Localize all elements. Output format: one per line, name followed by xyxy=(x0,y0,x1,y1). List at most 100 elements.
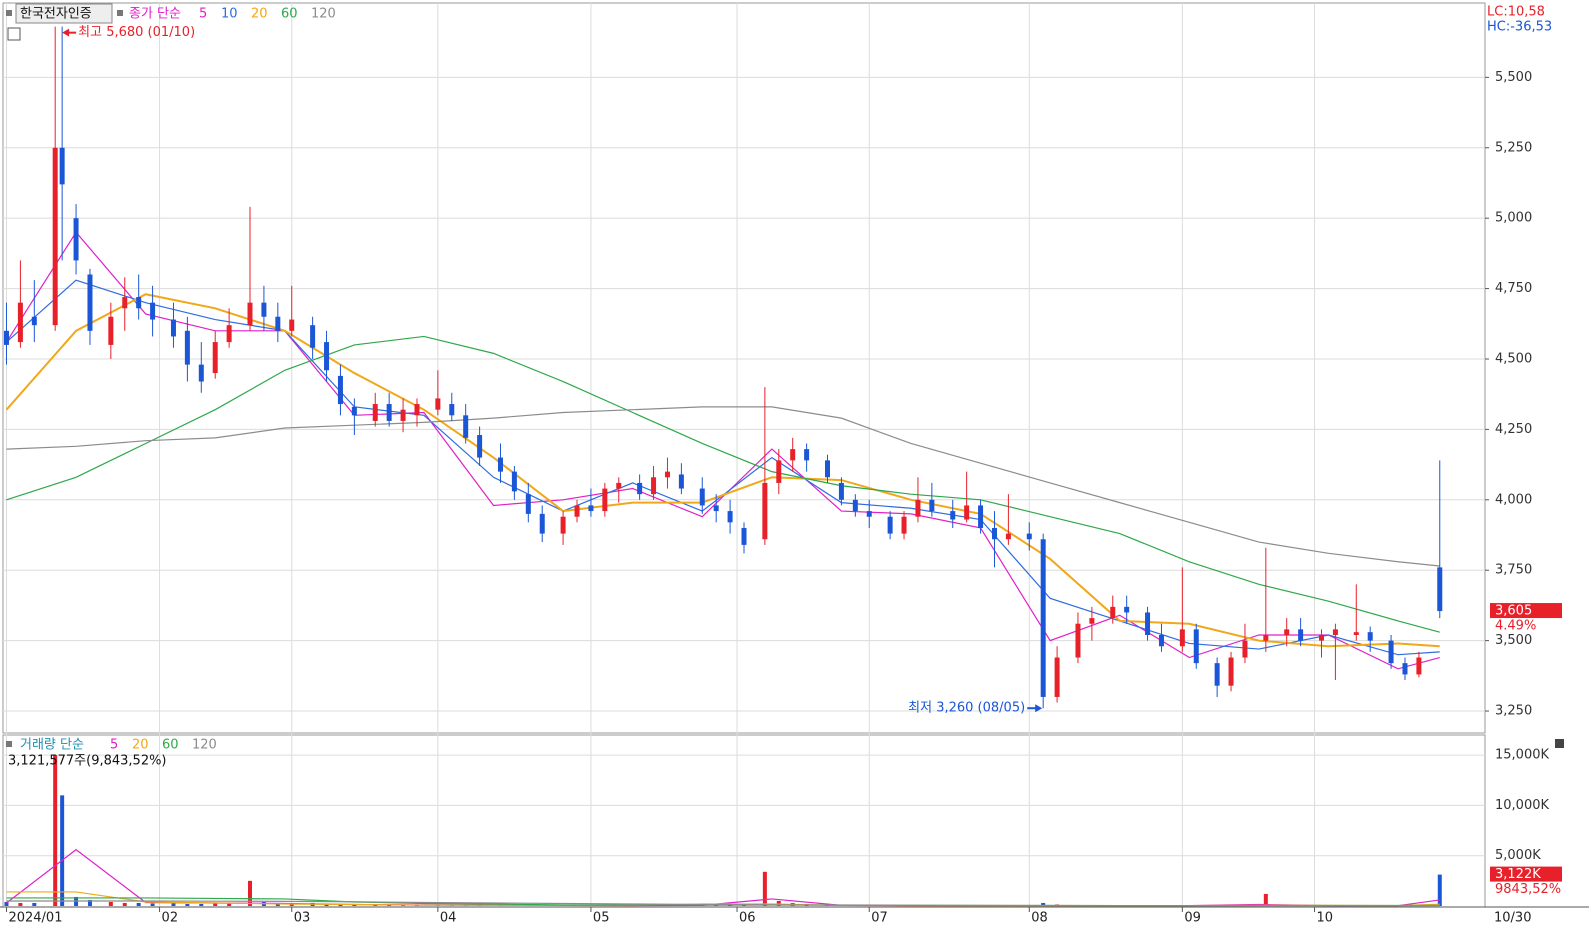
y-tick-label: 5,500 xyxy=(1495,70,1532,85)
lc-label: LC:10,58 xyxy=(1487,5,1545,20)
candle-body xyxy=(950,511,956,520)
y-tick-label: 10,000K xyxy=(1495,798,1549,813)
legend-marker xyxy=(117,10,123,16)
candle-body xyxy=(887,516,893,534)
volume-info: 3,121,577주(9,843,52%) xyxy=(8,754,167,769)
x-tick-label: 10 xyxy=(1317,911,1334,926)
candle-body xyxy=(184,330,190,365)
candle-body xyxy=(122,297,128,309)
candle-body xyxy=(727,511,733,523)
volume-bar xyxy=(53,755,58,906)
panel-close[interactable] xyxy=(1555,739,1564,748)
candle-body xyxy=(1402,663,1408,675)
volume-bar xyxy=(32,902,37,906)
candle-body xyxy=(1242,640,1248,658)
volume-bar xyxy=(185,903,190,906)
candle-body xyxy=(964,505,970,520)
candle-body xyxy=(1089,618,1095,624)
volume-ratio: 9843,52% xyxy=(1495,882,1561,897)
y-tick-label: 4,250 xyxy=(1495,422,1532,437)
candle-body xyxy=(17,302,23,343)
candle-body xyxy=(776,460,782,483)
legend-item: 60 xyxy=(281,7,298,22)
y-tick-label: 4,750 xyxy=(1495,281,1532,296)
candle-body xyxy=(170,319,176,337)
candle-body xyxy=(52,147,58,326)
candle-body xyxy=(150,302,156,320)
volume-bar xyxy=(776,900,781,906)
candle-body xyxy=(3,330,9,345)
volume-bar xyxy=(18,902,23,906)
volume-bar xyxy=(338,903,343,906)
volume-bar xyxy=(275,902,280,906)
candle-body xyxy=(136,297,142,309)
candle-body xyxy=(324,342,330,371)
last-date-label: 10/30 xyxy=(1494,911,1531,926)
y-tick-label: 3,250 xyxy=(1495,704,1532,719)
candle-body xyxy=(463,415,469,438)
volume-bar xyxy=(87,899,92,906)
candle-body xyxy=(588,505,594,512)
candle-body xyxy=(310,325,316,348)
candle-body xyxy=(713,505,719,512)
candle-body xyxy=(838,482,844,500)
candle-body xyxy=(762,482,768,540)
candle-body xyxy=(651,477,657,495)
candle-body xyxy=(59,147,65,185)
last-price-box xyxy=(1490,603,1562,619)
candle-body xyxy=(637,482,643,495)
candle-body xyxy=(866,511,872,517)
legend-item: 5 xyxy=(110,738,118,753)
candle-body xyxy=(73,218,79,261)
high-note: 최고 5,680 (01/10) xyxy=(78,25,195,40)
y-tick-label: 5,250 xyxy=(1495,140,1532,155)
last-price: 3,605 xyxy=(1495,604,1532,619)
y-tick-label: 5,000K xyxy=(1495,848,1541,863)
stock-name-box xyxy=(15,3,113,24)
volume-bar xyxy=(728,905,733,906)
candle-body xyxy=(741,527,747,545)
candle-body xyxy=(1005,533,1011,540)
arrow-head xyxy=(62,28,70,37)
candle-body xyxy=(1075,623,1081,658)
change: 4.49% xyxy=(1495,619,1536,634)
candle-body xyxy=(1416,657,1422,675)
candle-body xyxy=(790,449,796,461)
moving-average xyxy=(6,335,1440,633)
candle-body xyxy=(511,471,517,492)
candle-body xyxy=(1179,629,1185,647)
candle-body xyxy=(497,457,503,472)
volume-bar xyxy=(289,903,294,906)
candle-body xyxy=(929,499,935,512)
candle-body xyxy=(560,516,566,534)
x-tick-label: 2024/01 xyxy=(8,911,62,926)
y-tick-label: 3,750 xyxy=(1495,563,1532,578)
y-tick-label: 5,000 xyxy=(1495,211,1532,226)
volume-bar xyxy=(108,901,113,906)
volume-bar xyxy=(171,903,176,906)
y-tick-label: 4,500 xyxy=(1495,351,1532,366)
volume-bar xyxy=(136,902,141,906)
candle-body xyxy=(261,302,267,317)
candle-body xyxy=(1145,612,1151,635)
x-tick-label: 04 xyxy=(440,911,457,926)
volume-bar xyxy=(227,902,232,906)
arrow-head xyxy=(1035,704,1043,713)
candle-body xyxy=(87,274,93,331)
candle-body xyxy=(1284,629,1290,635)
candle-body xyxy=(1437,567,1443,612)
candle-body xyxy=(1110,606,1116,619)
candle-body xyxy=(289,319,295,331)
y-tick-label: 4,000 xyxy=(1495,492,1532,507)
table-icon[interactable] xyxy=(7,27,21,41)
candle-body xyxy=(108,316,114,345)
candle-body xyxy=(1318,634,1324,641)
candle-body xyxy=(198,364,204,382)
candle-body xyxy=(1193,629,1199,664)
candle-body xyxy=(1054,657,1060,697)
candle-body xyxy=(1026,533,1032,540)
moving-average xyxy=(6,406,1440,567)
candle-body xyxy=(664,471,670,478)
candle-body xyxy=(247,302,253,326)
